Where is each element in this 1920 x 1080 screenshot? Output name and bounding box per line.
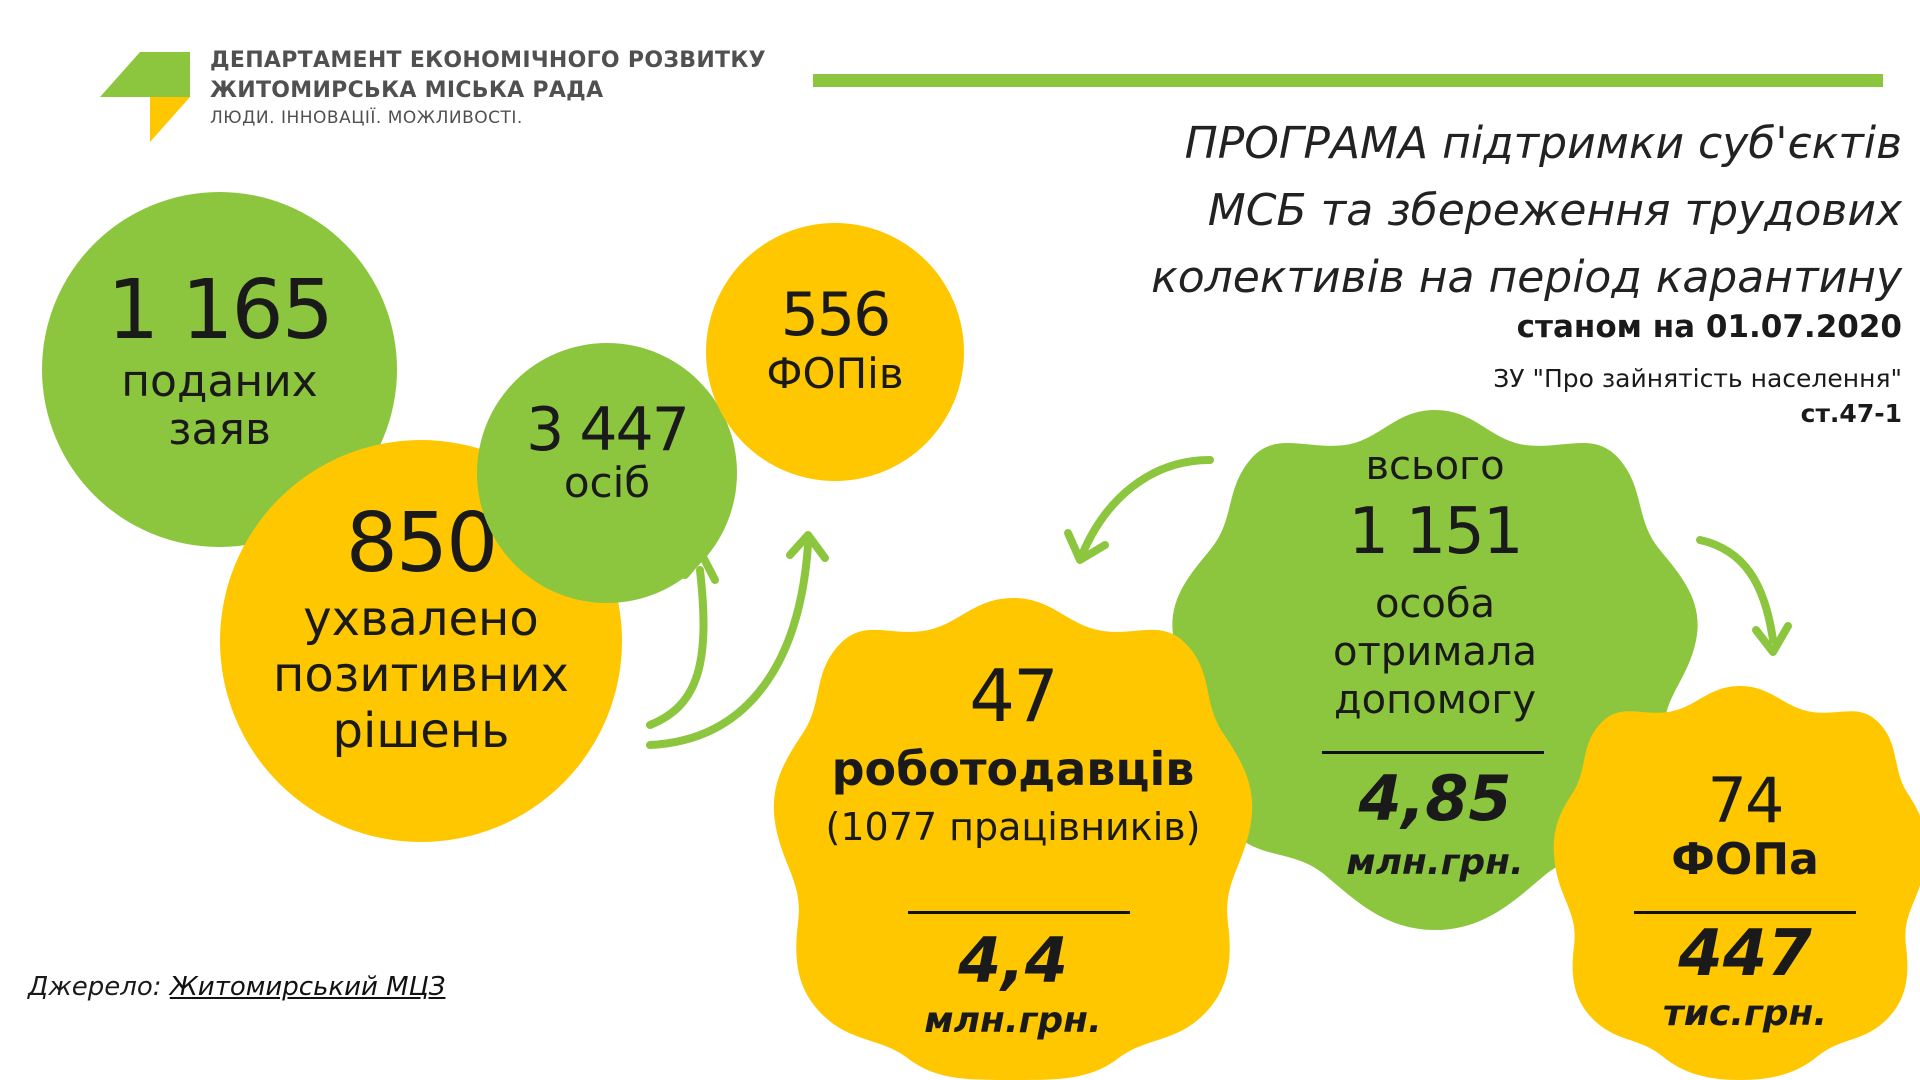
approved-value: 850 (345, 496, 499, 591)
applications-value: 1 165 (107, 263, 334, 358)
total-blob-shape (1172, 410, 1698, 930)
source-link[interactable]: Житомирський МЦЗ (169, 972, 446, 1002)
title-line-2: МСБ та збереження трудових (1207, 185, 1902, 236)
source-label: Джерело: (28, 972, 162, 1002)
title-line-3: колективів на період карантину (1151, 252, 1902, 303)
employers-divider (908, 911, 1130, 914)
fopa-label: ФОПа (1671, 834, 1819, 885)
fopa-amount: 447 (1678, 917, 1812, 991)
fopa-value: 74 (1707, 764, 1785, 837)
approved-label-3: рішень (332, 703, 510, 759)
arrow-up-icon (646, 531, 829, 749)
law-reference: ЗУ "Про зайнятість населення" ст.47-1 (1493, 361, 1902, 431)
applications-block: 1 165 поданих заяв (42, 270, 397, 455)
total-value: 1 151 (1348, 495, 1523, 569)
title-line-1: ПРОГРАМА підтримки суб'єктів (1184, 118, 1902, 169)
approved-block: 850 ухвалено позитивних рішень (220, 496, 622, 760)
total-unit: млн.грн. (1346, 842, 1524, 883)
applications-label-1: поданих (121, 356, 318, 407)
source-note: Джерело: Житомирський МЦЗ (28, 972, 445, 1002)
fop-block: 556 ФОПів (706, 285, 964, 397)
council-name: ЖИТОМИРСЬКА МІСЬКА РАДА (210, 78, 604, 103)
employers-block: 47 роботодавців (1077 працівників) (778, 660, 1248, 848)
total-label-2: отримала (1333, 629, 1537, 675)
law-article: ст.47-1 (1800, 399, 1902, 428)
arrow-right-down-icon (1696, 536, 1792, 656)
fopa-blob-shape (1553, 686, 1920, 1080)
total-label-3: допомогу (1333, 677, 1537, 723)
persons-label: осіб (563, 458, 651, 507)
fopa-divider (1634, 911, 1856, 914)
persons-value: 3 447 (526, 395, 690, 465)
employers-unit: млн.грн. (924, 1000, 1102, 1041)
header-divider (813, 74, 1883, 87)
tagline: ЛЮДИ. ІННОВАЦІЇ. МОЖЛИВОСТІ. (210, 108, 523, 128)
fop-circle (706, 223, 964, 481)
total-label-1: особа (1374, 581, 1496, 627)
fopa-unit: тис.грн. (1662, 993, 1828, 1034)
department-name: ДЕПАРТАМЕНТ ЕКОНОМІЧНОГО РОЗВИТКУ (210, 48, 766, 73)
employers-label: роботодавців (831, 742, 1195, 796)
approved-label-1: ухвалено (303, 591, 539, 647)
total-block: всього 1 151 особа отримала допомогу (1235, 444, 1635, 724)
total-prefix: всього (1365, 443, 1505, 489)
employers-workers: (1077 працівників) (825, 804, 1201, 849)
arrow-left-down-icon (1064, 456, 1214, 564)
employers-blob (768, 598, 1258, 1080)
employers-amount: 4,4 (958, 924, 1068, 997)
persons-block: 3 447 осіб (477, 400, 737, 506)
date-subtitle: станом на 01.07.2020 (1516, 309, 1902, 345)
fop-label: ФОПів (766, 349, 904, 398)
law-name: ЗУ "Про зайнятість населення" (1493, 364, 1902, 393)
employers-value: 47 (969, 654, 1059, 738)
total-amount: 4,85 (1358, 762, 1512, 835)
fopa-blob (1550, 686, 1920, 1080)
total-blob (1165, 410, 1705, 930)
approved-label-2: позитивних (273, 647, 569, 703)
fop-value: 556 (780, 280, 892, 350)
page-title: ПРОГРАМА підтримки суб'єктів МСБ та збер… (1151, 110, 1902, 311)
employers-blob-shape (773, 598, 1253, 1080)
fopa-block: 74 ФОПа (1595, 770, 1895, 884)
total-divider (1322, 751, 1544, 754)
department-logo-icon (100, 52, 200, 142)
applications-label-2: заяв (168, 404, 271, 456)
